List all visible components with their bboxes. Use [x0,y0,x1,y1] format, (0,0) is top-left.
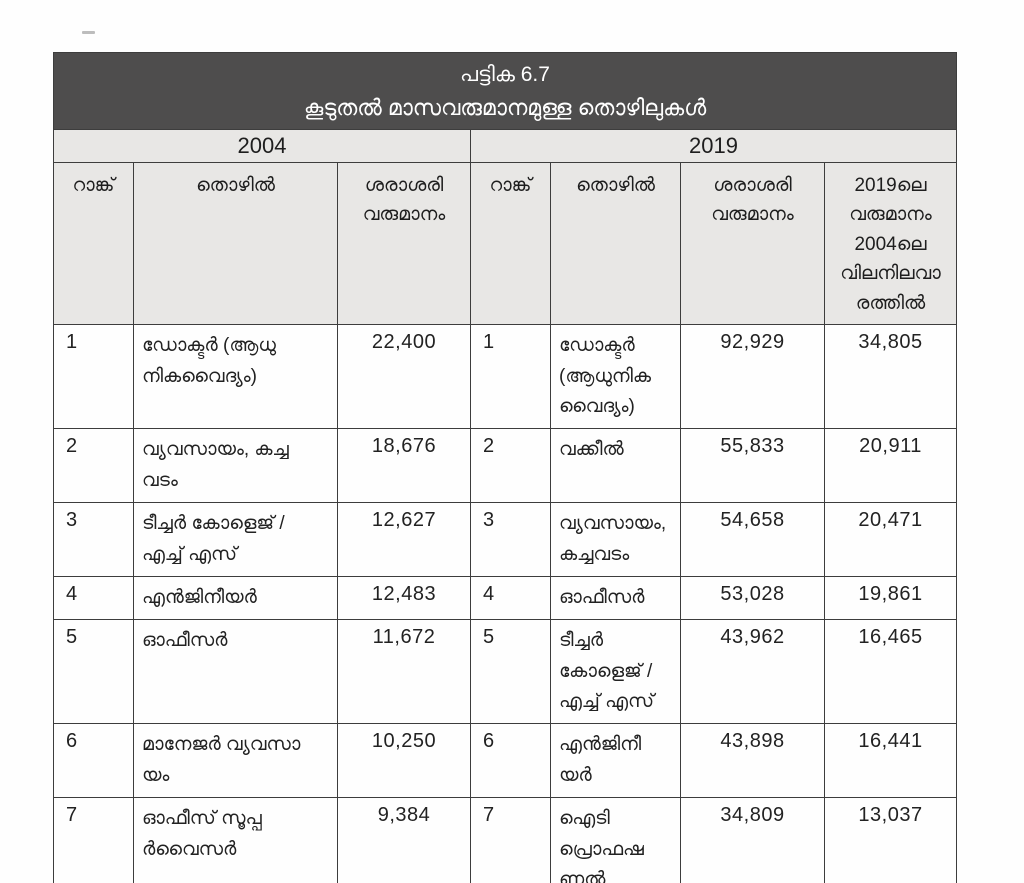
rank-2019-cell: 2 [470,428,551,504]
table-number-title: പട്ടിക 6.7 [460,62,550,86]
rank-2019-cell: 3 [470,502,551,577]
job-2004-cell: ഡോക്ടർ (ആധു നികവൈദ്യം) [133,324,338,430]
table-row: 3 ടീച്ചർ കോളെജ് / എച്ച് എസ് 12,627 3 വ്യ… [53,502,957,577]
job-2004-cell: ഓഫീസർ [133,619,338,725]
column-header-rank-2004: റാങ്ക് [53,161,134,326]
income-2019-at-2004-prices-cell: 13,037 [824,797,957,883]
table-row: 1 ഡോക്ടർ (ആധു നികവൈദ്യം) 22,400 1 ഡോക്ടർ… [53,324,957,430]
job-2004-cell: വ്യവസായം, കച്ച വടം [133,428,338,504]
rank-2004-cell: 3 [53,502,134,577]
rank-2004-cell: 6 [53,723,134,799]
income-2019-cell: 92,929 [680,324,825,430]
job-2019-cell: വക്കീൽ [550,428,681,504]
income-2004-cell: 18,676 [337,428,471,504]
job-2004-cell: ഓഫീസ് സൂപ്പ ർവൈസർ [133,797,338,883]
column-header-income-2019-at-2004-prices: 2019ലെ വരുമാനം 2004ലെ വിലനിലവാ രത്തിൽ [824,161,957,326]
job-2004-cell: മാനേജർ വ്യവസാ യം [133,723,338,799]
job-2019-cell: ഓഫീസർ [550,575,681,621]
income-2004-cell: 22,400 [337,324,471,430]
income-2019-at-2004-prices-cell: 16,465 [824,619,957,725]
table-title-cell: പട്ടിക 6.7 കൂടുതൽ മാസവരുമാനമുള്ള തൊഴിലുക… [53,52,957,130]
income-2019-cell: 34,809 [680,797,825,883]
table-row: 7 ഓഫീസ് സൂപ്പ ർവൈസർ 9,384 7 ഐടി പ്രൊഫഷ ണ… [53,797,957,883]
job-2019-cell: വ്യവസായം, കച്ചവടം [550,502,681,577]
income-2004-cell: 9,384 [337,797,471,883]
income-2019-at-2004-prices-cell: 20,911 [824,428,957,504]
table-title-row: പട്ടിക 6.7 കൂടുതൽ മാസവരുമാനമുള്ള തൊഴിലുക… [53,52,957,130]
rank-2004-cell: 7 [53,797,134,883]
rank-2004-cell: 5 [53,619,134,725]
job-2004-cell: എൻജിനീയർ [133,575,338,621]
table-row: 6 മാനേജർ വ്യവസാ യം 10,250 6 എൻജിനീ യർ 43… [53,723,957,799]
income-2004-cell: 12,483 [337,575,471,621]
income-2019-cell: 55,833 [680,428,825,504]
income-2019-cell: 43,962 [680,619,825,725]
job-2019-cell: ടീച്ചർ കോളെജ് / എച്ച് എസ് [550,619,681,725]
year-header-row: 2004 2019 [53,129,957,163]
column-header-income-2019: ശരാശരി വരുമാനം [680,161,825,326]
scan-artifact-dash [82,31,95,34]
table-subtitle: കൂടുതൽ മാസവരുമാനമുള്ള തൊഴിലുകൾ [303,95,707,121]
table-row: 4 എൻജിനീയർ 12,483 4 ഓഫീസർ 53,028 19,861 [53,575,957,621]
rank-2004-cell: 1 [53,324,134,430]
income-2019-cell: 53,028 [680,575,825,621]
income-2019-at-2004-prices-cell: 20,471 [824,502,957,577]
job-2019-cell: എൻജിനീ യർ [550,723,681,799]
income-2019-at-2004-prices-cell: 19,861 [824,575,957,621]
income-2019-at-2004-prices-cell: 16,441 [824,723,957,799]
income-2004-cell: 11,672 [337,619,471,725]
income-2019-cell: 43,898 [680,723,825,799]
year-header-2019: 2019 [470,129,957,163]
job-2019-cell: ഐടി പ്രൊഫഷ ണൽ [550,797,681,883]
rank-2019-cell: 7 [470,797,551,883]
rank-2004-cell: 4 [53,575,134,621]
year-header-2004: 2004 [53,129,471,163]
job-2004-cell: ടീച്ചർ കോളെജ് / എച്ച് എസ് [133,502,338,577]
rank-2019-cell: 1 [470,324,551,430]
income-2004-cell: 10,250 [337,723,471,799]
job-2019-cell: ഡോക്ടർ (ആധുനിക വൈദ്യം) [550,324,681,430]
table-row: 5 ഓഫീസർ 11,672 5 ടീച്ചർ കോളെജ് / എച്ച് എ… [53,619,957,725]
income-comparison-table: പട്ടിക 6.7 കൂടുതൽ മാസവരുമാനമുള്ള തൊഴിലുക… [53,52,957,883]
table-row: 2 വ്യവസായം, കച്ച വടം 18,676 2 വക്കീൽ 55,… [53,428,957,504]
rank-2019-cell: 4 [470,575,551,621]
column-header-job-2004: തൊഴിൽ [133,161,338,326]
column-header-rank-2019: റാങ്ക് [470,161,551,326]
column-header-row: റാങ്ക് തൊഴിൽ ശരാശരി വരുമാനം റാങ്ക് തൊഴിൽ… [53,161,957,326]
income-2019-cell: 54,658 [680,502,825,577]
rank-2004-cell: 2 [53,428,134,504]
income-2004-cell: 12,627 [337,502,471,577]
rank-2019-cell: 6 [470,723,551,799]
column-header-job-2019: തൊഴിൽ [550,161,681,326]
rank-2019-cell: 5 [470,619,551,725]
income-2019-at-2004-prices-cell: 34,805 [824,324,957,430]
column-header-income-2004: ശരാശരി വരുമാനം [337,161,471,326]
